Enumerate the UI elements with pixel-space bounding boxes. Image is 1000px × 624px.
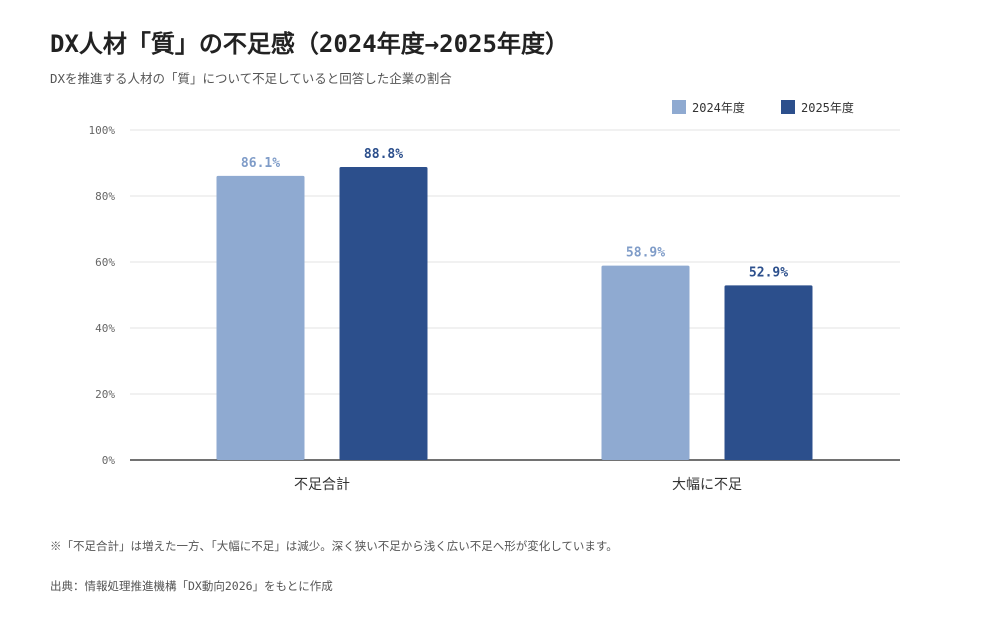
legend: 2024年度 2025年度	[672, 100, 854, 115]
bar	[601, 265, 690, 460]
data-label: 88.8%	[364, 147, 403, 162]
bars	[216, 166, 813, 460]
x-tick-label: 不足合計	[294, 477, 350, 493]
data-label: 52.9%	[749, 265, 788, 280]
x-axis-ticks: 不足合計 大幅に不足	[294, 477, 742, 493]
value-labels: 86.1% 88.8% 58.9% 52.9%	[241, 147, 788, 280]
legend-swatch	[672, 100, 686, 114]
y-tick-label: 100%	[89, 124, 116, 137]
data-label: 86.1%	[241, 156, 280, 171]
bar	[724, 285, 813, 460]
y-tick-label: 40%	[95, 322, 115, 335]
legend-label: 2025年度	[801, 100, 854, 115]
y-tick-label: 0%	[102, 454, 116, 467]
legend-swatch	[781, 100, 795, 114]
footnote: ※「不足合計」は増えた一方、「大幅に不足」は減少。深く狭い不足から浅く広い不足へ…	[50, 539, 618, 553]
y-tick-label: 60%	[95, 256, 115, 269]
chart-title: DX人材「質」の不足感（2024年度→2025年度）	[50, 30, 569, 58]
y-tick-label: 20%	[95, 388, 115, 401]
bar	[216, 175, 305, 460]
x-tick-label: 大幅に不足	[672, 477, 742, 493]
y-tick-label: 80%	[95, 190, 115, 203]
legend-label: 2024年度	[692, 100, 745, 115]
data-label: 58.9%	[626, 246, 665, 261]
y-axis-ticks: 0% 20% 40% 60% 80% 100%	[89, 124, 116, 467]
chart-subtitle: DXを推進する人材の「質」について不足していると回答した企業の割合	[50, 71, 452, 86]
source-note: 出典：情報処理推進機構「DX動向2026」をもとに作成	[50, 579, 333, 593]
bar	[339, 166, 428, 460]
